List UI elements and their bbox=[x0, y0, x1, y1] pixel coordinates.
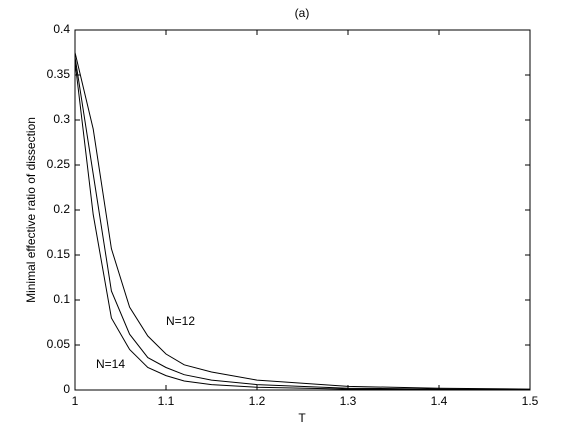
x-tick-label: 1.2 bbox=[249, 394, 266, 408]
y-tick-label: 0.3 bbox=[53, 112, 70, 126]
y-tick-label: 0.05 bbox=[47, 337, 71, 351]
x-tick-label: 1.3 bbox=[340, 394, 357, 408]
x-tick-label: 1.5 bbox=[522, 394, 539, 408]
series-line bbox=[74, 61, 531, 391]
x-axis-label: T bbox=[298, 411, 306, 425]
series-line bbox=[74, 52, 531, 390]
y-tick-label: 0.2 bbox=[53, 202, 70, 216]
annotation: N=14 bbox=[96, 357, 125, 371]
y-tick-label: 0 bbox=[63, 382, 70, 396]
y-tick-label: 0.35 bbox=[47, 67, 71, 81]
chart-title: (a) bbox=[295, 6, 310, 20]
y-tick-label: 0.4 bbox=[53, 22, 70, 36]
x-tick-label: 1.1 bbox=[158, 394, 175, 408]
annotation: N=12 bbox=[166, 314, 195, 328]
y-axis-label: Minimal effective ratio of dissection bbox=[24, 117, 38, 303]
x-tick-label: 1 bbox=[72, 394, 79, 408]
x-tick-label: 1.4 bbox=[431, 394, 448, 408]
y-tick-label: 0.15 bbox=[47, 247, 71, 261]
y-tick-label: 0.1 bbox=[53, 292, 70, 306]
series-line bbox=[74, 56, 531, 391]
y-tick-label: 0.25 bbox=[47, 157, 71, 171]
